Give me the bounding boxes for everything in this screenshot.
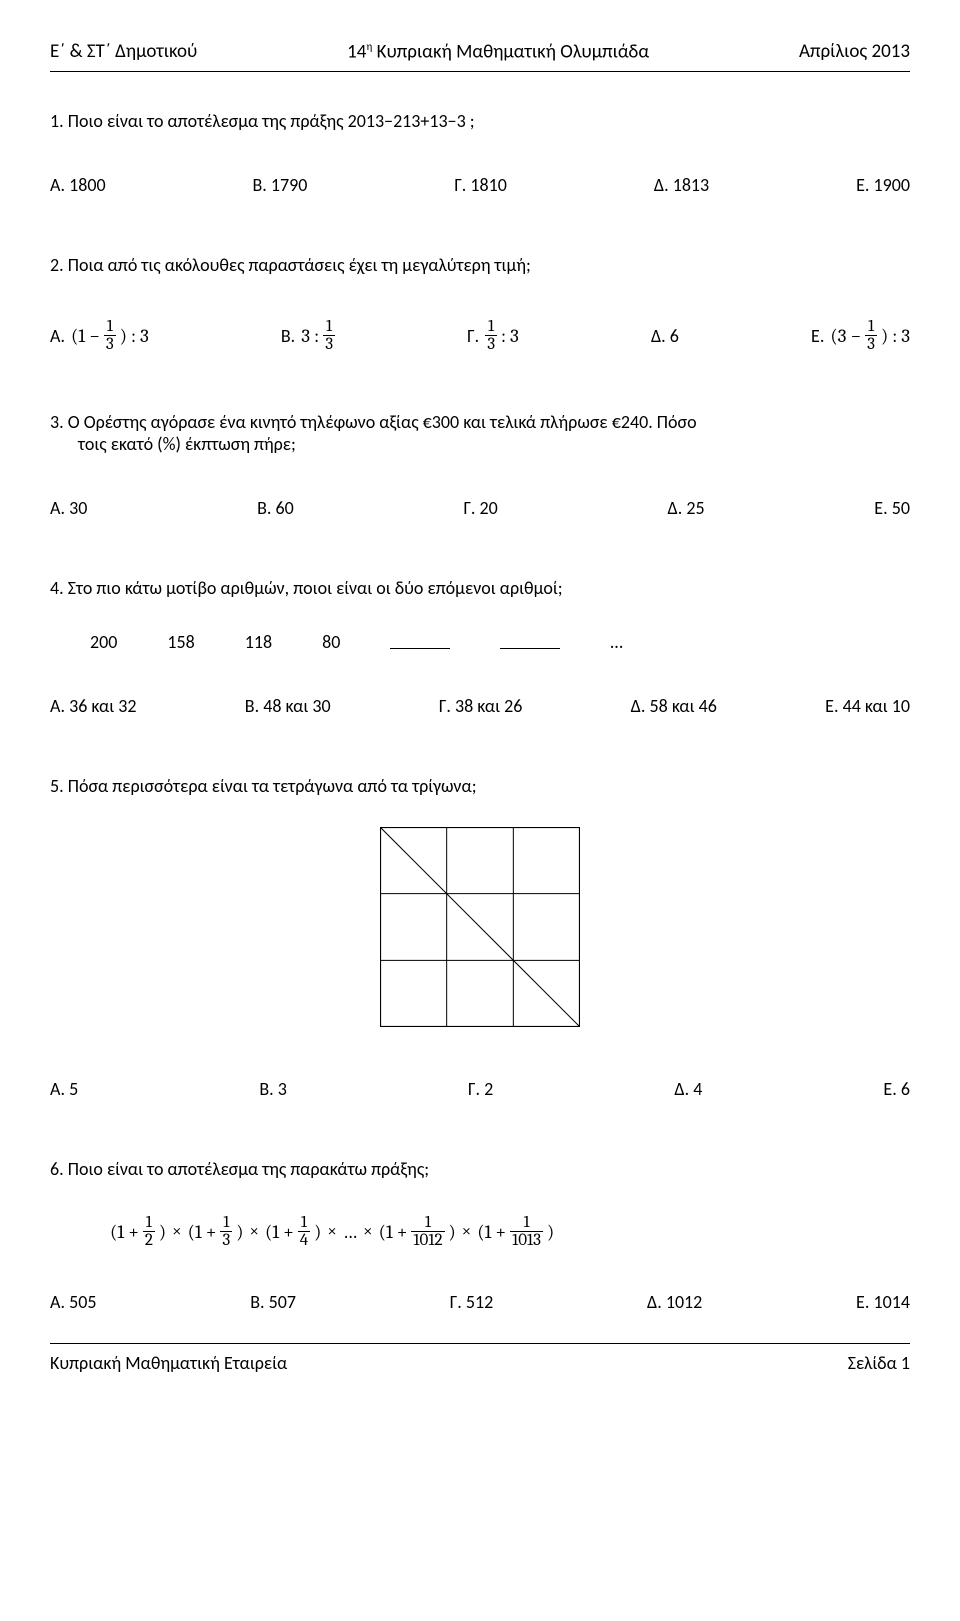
q3-choice-b: Β. 60 (257, 497, 294, 519)
q1-choice-c: Γ. 1810 (454, 174, 507, 196)
q3-text-line2: τοις εκατό (%) έκπτωση πήρε; (78, 433, 910, 455)
footer-left: Κυπριακή Μαθηματική Εταιρεία (50, 1352, 287, 1374)
q6-text: 6. Ποιο είναι το αποτέλεσμα της παρακάτω… (50, 1158, 910, 1180)
q1-choice-b: Β. 1790 (253, 174, 308, 196)
q5-choice-a: Α. 5 (50, 1078, 78, 1100)
q2-choice-c: Γ. 13 : 3 (467, 318, 519, 353)
page-header: Ε΄ & ΣΤ΄ Δημοτικού 14η Κυπριακή Μαθηματι… (50, 40, 910, 63)
header-left: Ε΄ & ΣΤ΄ Δημοτικού (50, 40, 197, 63)
grid-3x3-icon (380, 827, 580, 1027)
q5-choice-d: Δ. 4 (674, 1078, 702, 1100)
q4-pattern: 200 158 118 80 … (90, 631, 910, 653)
q2-choice-b: Β. 3 : 13 (281, 318, 335, 353)
page-footer: Κυπριακή Μαθηματική Εταιρεία Σελίδα 1 (50, 1352, 910, 1374)
question-1: 1. Ποιο είναι το αποτέλεσμα της πράξης 2… (50, 110, 910, 196)
q4-choice-e: Ε. 44 και 10 (825, 695, 910, 717)
header-rule (50, 71, 910, 72)
q3-text-line1: 3. Ο Ορέστης αγόρασε ένα κινητό τηλέφωνο… (50, 411, 910, 433)
q2-expr-c: 13 : 3 (485, 318, 519, 353)
q1-text: 1. Ποιο είναι το αποτέλεσμα της πράξης 2… (50, 110, 910, 132)
q6-choice-e: Ε. 1014 (856, 1291, 910, 1313)
q4-text: 4. Στο πιο κάτω μοτίβο αριθμών, ποιοι εί… (50, 577, 910, 599)
footer-rule (50, 1343, 910, 1344)
blank-2 (500, 631, 560, 649)
q5-choice-b: Β. 3 (259, 1078, 287, 1100)
q2-choice-a: Α. (1 − 13 ) : 3 (50, 318, 149, 353)
q1-choice-d: Δ. 1813 (654, 174, 709, 196)
q4-choices: Α. 36 και 32 Β. 48 και 30 Γ. 38 και 26 Δ… (50, 695, 910, 717)
q5-grid-figure (380, 827, 580, 1032)
q1-choice-e: Ε. 1900 (856, 174, 910, 196)
q3-choice-d: Δ. 25 (667, 497, 704, 519)
q3-choice-e: Ε. 50 (874, 497, 910, 519)
q6-choice-d: Δ. 1012 (647, 1291, 702, 1313)
q5-text: 5. Πόσα περισσότερα είναι τα τετράγωνα α… (50, 775, 910, 797)
question-2: 2. Ποια από τις ακόλουθες παραστάσεις έχ… (50, 254, 910, 353)
header-center: 14η Κυπριακή Μαθηματική Ολυμπιάδα (347, 40, 649, 63)
q2-expr-a: (1 − 13 ) : 3 (71, 318, 149, 353)
q4-choice-d: Δ. 58 και 46 (631, 695, 717, 717)
q6-expression: (1 + 12 ) × (1 + 13 ) × (1 + 14 ) × … × … (110, 1214, 910, 1249)
q6-choice-a: Α. 505 (50, 1291, 97, 1313)
q6-choice-c: Γ. 512 (450, 1291, 493, 1313)
footer-right: Σελίδα 1 (848, 1352, 910, 1374)
question-4: 4. Στο πιο κάτω μοτίβο αριθμών, ποιοι εί… (50, 577, 910, 717)
q6-choices: Α. 505 Β. 507 Γ. 512 Δ. 1012 Ε. 1014 (50, 1291, 910, 1313)
q4-choice-c: Γ. 38 και 26 (439, 695, 522, 717)
q1-choices: Α. 1800 Β. 1790 Γ. 1810 Δ. 1813 Ε. 1900 (50, 174, 910, 196)
q4-choice-b: Β. 48 και 30 (245, 695, 331, 717)
q5-choice-e: Ε. 6 (883, 1078, 910, 1100)
q3-choice-a: Α. 30 (50, 497, 87, 519)
question-5: 5. Πόσα περισσότερα είναι τα τετράγωνα α… (50, 775, 910, 1100)
q2-choices: Α. (1 − 13 ) : 3 Β. 3 : 13 Γ. 13 : 3 Δ. … (50, 318, 910, 353)
q2-expr-b: 3 : 13 (301, 318, 335, 353)
q2-choice-e: Ε. (3 − 13 ) : 3 (811, 318, 910, 353)
blank-1 (390, 631, 450, 649)
q6-choice-b: Β. 507 (250, 1291, 296, 1313)
q5-choices: Α. 5 Β. 3 Γ. 2 Δ. 4 Ε. 6 (50, 1078, 910, 1100)
q3-choice-c: Γ. 20 (463, 497, 497, 519)
q2-expr-e: (3 − 13 ) : 3 (830, 318, 910, 353)
q2-choice-d: Δ. 6 (651, 318, 679, 353)
header-right: Απρίλιος 2013 (799, 40, 910, 63)
q5-choice-c: Γ. 2 (468, 1078, 493, 1100)
q1-choice-a: Α. 1800 (50, 174, 106, 196)
q2-text: 2. Ποια από τις ακόλουθες παραστάσεις έχ… (50, 254, 910, 276)
q3-choices: Α. 30 Β. 60 Γ. 20 Δ. 25 Ε. 50 (50, 497, 910, 519)
question-6: 6. Ποιο είναι το αποτέλεσμα της παρακάτω… (50, 1158, 910, 1313)
question-3: 3. Ο Ορέστης αγόρασε ένα κινητό τηλέφωνο… (50, 411, 910, 519)
q4-choice-a: Α. 36 και 32 (50, 695, 137, 717)
